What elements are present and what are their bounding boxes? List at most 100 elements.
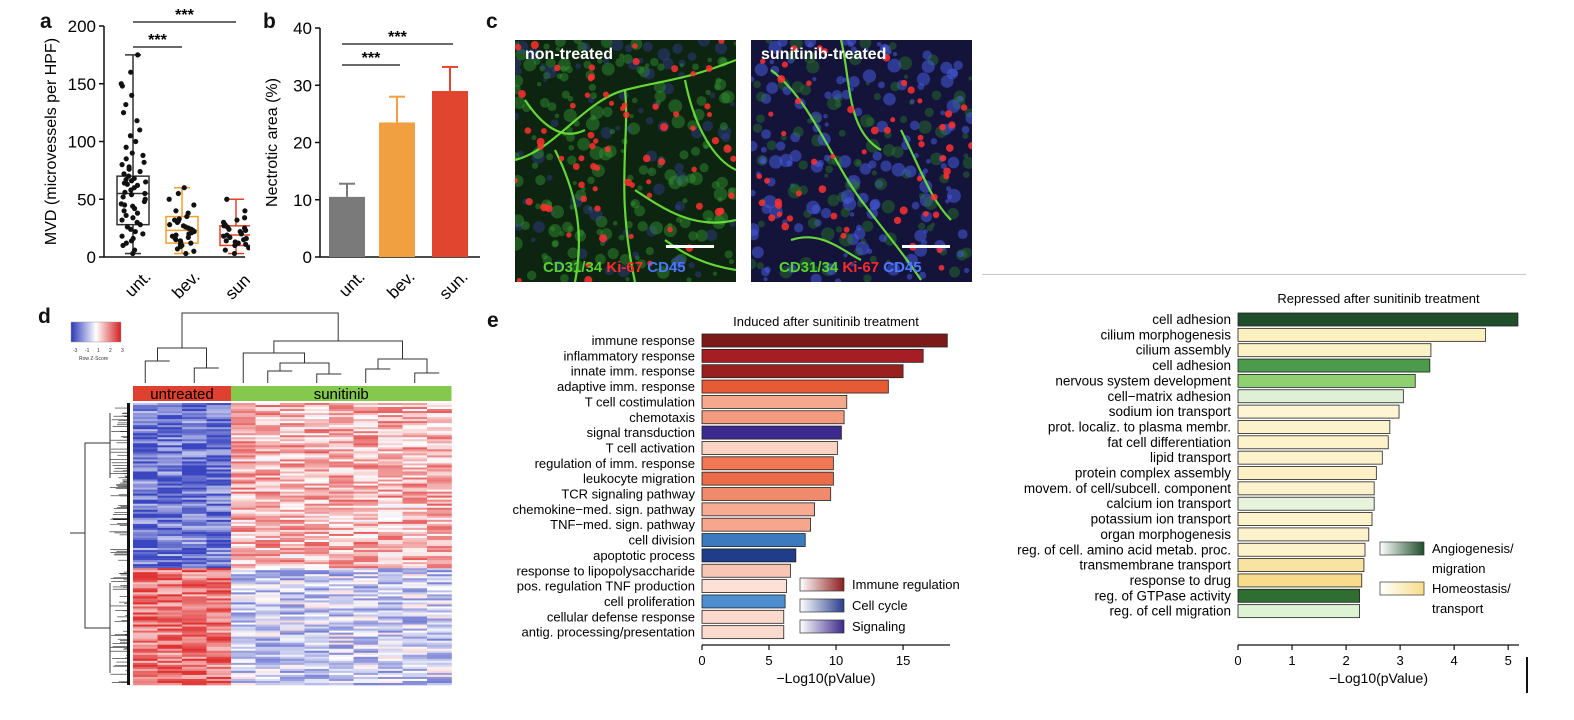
heatmap-cell: [206, 570, 232, 573]
heatmap-cell: [329, 517, 354, 521]
heatmap-cell: [378, 544, 403, 547]
category-label: inflammatory response: [564, 348, 696, 363]
heatmap-cell: [304, 598, 330, 601]
tissue-texture: [615, 125, 621, 131]
heatmap-cell: [182, 560, 207, 563]
tissue-texture: [824, 122, 829, 127]
heatmap-cell: [133, 588, 158, 591]
marker-ki67: Ki-67: [842, 259, 880, 276]
color-key-tick: 1: [97, 348, 100, 354]
tissue-texture: [551, 210, 556, 216]
heatmap-cell: [133, 616, 158, 619]
tissue-texture: [918, 120, 932, 134]
heatmap-cell: [133, 648, 158, 652]
category-label: T cell activation: [606, 440, 695, 455]
heatmap-cell: [182, 539, 207, 543]
heatmap-cell: [255, 501, 281, 505]
heatmap-cell: [157, 445, 183, 448]
heatmap-cell: [427, 493, 452, 496]
heatmap-cell: [329, 523, 354, 527]
heatmap-cell: [206, 469, 232, 472]
heatmap-cell: [182, 680, 207, 684]
heatmap-cell: [402, 455, 428, 458]
heatmap-cell: [255, 648, 281, 652]
tissue-texture: [957, 250, 965, 258]
tissue-texture: [963, 153, 969, 159]
heatmap-cell: [157, 515, 183, 519]
x-tick-label: 5: [1505, 653, 1512, 668]
ki67-cell: [711, 137, 720, 145]
heatmap-cell: [353, 439, 379, 442]
heatmap-cell: [378, 584, 403, 587]
heatmap-cell: [231, 523, 256, 527]
heatmap-cell: [206, 548, 232, 551]
heatmap-cell: [402, 682, 428, 686]
heatmap-cell: [206, 668, 232, 672]
heatmap-cell: [255, 676, 281, 680]
tissue-texture: [554, 113, 560, 119]
heatmap-cell: [182, 519, 207, 523]
heatmap-cell: [378, 608, 403, 611]
heatmap-cell: [402, 594, 428, 597]
heatmap-cell: [206, 473, 232, 476]
heatmap-cell: [206, 403, 232, 406]
heatmap-cell: [231, 674, 256, 678]
micrograph-sunitinib-treated-legend: CD31/34 Ki-67 CD45: [779, 259, 922, 276]
heatmap-cell: [157, 479, 183, 482]
tissue-texture: [842, 77, 847, 83]
heatmap-cell: [182, 435, 207, 438]
heatmap-cell: [402, 483, 428, 486]
ki67-cell: [723, 144, 732, 153]
heatmap-cell: [304, 421, 330, 424]
heatmap-cell: [378, 682, 403, 686]
heatmap-cell: [427, 594, 452, 597]
tissue-texture: [662, 58, 674, 70]
heatmap-cell: [329, 570, 354, 573]
heatmap-cell: [255, 473, 281, 476]
heatmap-cell: [133, 463, 158, 466]
heatmap-cell: [402, 525, 428, 529]
heatmap-cell: [329, 437, 354, 440]
heatmap-cell: [329, 554, 354, 557]
heatmap-cell: [255, 612, 281, 615]
heatmap-cell: [182, 433, 207, 436]
category-label: prot. localiz. to plasma membr.: [1048, 419, 1231, 434]
heatmap-cell: [402, 541, 428, 545]
heatmap-cell: [402, 676, 428, 680]
heatmap-cell: [206, 644, 232, 648]
heatmap-cell: [280, 570, 305, 573]
heatmap-cell: [427, 646, 452, 650]
heatmap-cell: [206, 636, 232, 639]
ki67-cell: [530, 40, 539, 50]
heatmap-cell: [427, 455, 452, 458]
ki67-cell: [774, 201, 783, 209]
heatmap-cell: [304, 477, 330, 480]
tissue-texture: [654, 90, 667, 103]
data-point: [129, 150, 135, 156]
heatmap-cell: [353, 636, 379, 639]
heatmap-cell: [182, 678, 207, 682]
heatmap-cell: [182, 588, 207, 591]
heatmap-cell: [427, 527, 452, 531]
heatmap-cell: [280, 660, 305, 664]
legend-label: Signaling: [852, 619, 906, 634]
tissue-texture: [963, 267, 970, 274]
heatmap-cell: [157, 487, 183, 490]
heatmap-cell: [231, 441, 256, 444]
heatmap-cell: [280, 479, 305, 482]
heatmap-cell: [427, 614, 452, 617]
heatmap-cell: [304, 535, 330, 539]
tissue-texture: [721, 133, 731, 143]
tissue-texture: [569, 204, 575, 210]
heatmap-cell: [280, 592, 305, 595]
tissue-texture: [730, 101, 735, 107]
tissue-texture: [601, 62, 615, 76]
tissue-texture: [563, 108, 577, 123]
heatmap-cell: [255, 483, 281, 486]
category-label: chemokine−med. sign. pathway: [513, 502, 696, 517]
vessel: [664, 239, 736, 272]
heatmap-cell: [402, 493, 428, 496]
heatmap-cell: [329, 580, 354, 583]
heatmap-cell: [182, 457, 207, 460]
heatmap-cell: [378, 513, 403, 517]
